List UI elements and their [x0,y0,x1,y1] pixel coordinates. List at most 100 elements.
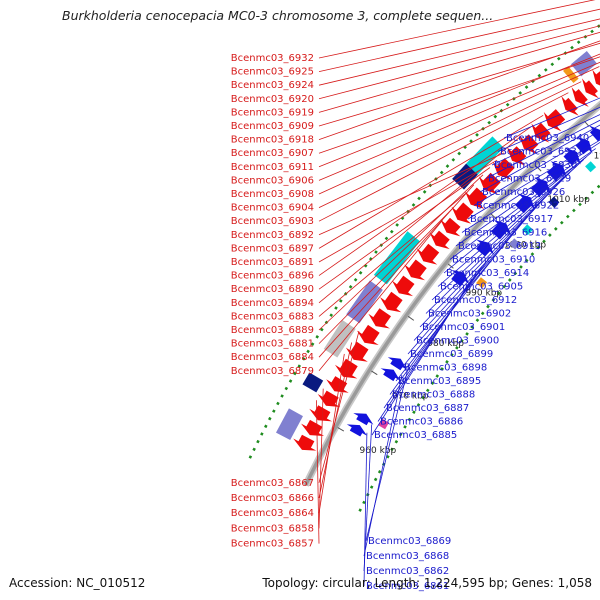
reverse-gene-arrow [589,125,600,142]
gene-label-forward: Bcenmc03_6879 [231,366,314,377]
label-leader-line [318,174,484,331]
label-leader-line [318,56,600,154]
outer-feature-block [346,280,383,324]
forward-gene-arrow [293,434,317,451]
label-leader-line [316,400,320,544]
label-leader-line [318,353,345,514]
label-leader-line [318,66,600,195]
tick-mark [447,263,454,269]
label-leader-line [318,207,454,344]
gene-label-forward: Bcenmc03_6884 [231,352,314,363]
label-leader-line [318,31,600,113]
gene-labels: Bcenmc03_6932 Bcenmc03_6925 Bcenmc03_6924 B… [231,0,600,592]
tick-mark [337,427,345,432]
gc-content-dots [358,183,600,512]
label-leader-line [318,342,352,499]
label-leader-line [461,141,600,233]
tick-mark [535,165,542,172]
gene-label-reverse: Bcenmc03_6901 [422,322,505,333]
topology-text: Topology: circular; Length: 1,224,595 bp… [262,576,592,590]
inner-feature-block [585,161,597,173]
forward-gene-arrow [317,390,341,407]
forward-gene-arrow [582,78,599,99]
gene-label-reverse: Bcenmc03_6861 [366,581,449,592]
gene-label-reverse: Bcenmc03_6929 [488,174,571,185]
outer-feature-block [323,320,356,358]
gene-label-reverse: Bcenmc03_6885 [374,430,457,441]
gene-label-forward: Bcenmc03_6918 [231,135,314,146]
outer-feature-block [570,51,597,77]
gene-label-forward: Bcenmc03_6920 [231,94,314,105]
label-leader-line [437,165,578,287]
outer-feature-block [466,136,504,175]
gene-label-reverse: Bcenmc03_6900 [416,336,499,347]
inner-feature-block [521,224,534,236]
label-leader-line [389,256,491,395]
label-leader-line [318,184,475,358]
gene-label-reverse: Bcenmc03_6922 [476,201,559,212]
label-leader-line [473,130,600,206]
gene-label-reverse: Bcenmc03_6905 [440,282,523,293]
forward-gene-arrow [451,202,474,224]
forward-gene-arrow [561,96,579,116]
label-leader-line [318,330,360,483]
gene-label-reverse: Bcenmc03_6887 [386,403,469,414]
forward-gene-arrow [309,405,333,422]
outer-feature-block [452,163,478,190]
accession-text: Accession: NC_010512 [9,576,146,590]
forward-gene-arrow [440,217,461,237]
gene-label-forward: Bcenmc03_6881 [231,339,314,350]
label-leader-line [318,126,532,276]
gene-label-forward: Bcenmc03_6894 [231,298,314,309]
gene-label-forward: Bcenmc03_6924 [231,80,314,91]
reverse-gene-arrow [380,368,401,382]
tick-mark [371,370,378,376]
inner-feature-track [378,152,600,430]
gene-label-forward: Bcenmc03_6907 [231,148,314,159]
forward-gene-arrow [326,376,349,393]
label-leader-line [318,220,443,372]
label-leader-line [318,388,324,529]
gene-label-reverse: Bcenmc03_6912 [434,295,517,306]
gene-label-forward: Bcenmc03_6890 [231,284,314,295]
label-leader-line [318,18,600,86]
tick-label: 1020 kbp [594,152,600,162]
label-leader-line [363,432,368,587]
forward-gene-arrow [465,187,488,209]
forward-gene-arrow [357,324,380,345]
label-leader-line [503,97,600,139]
gene-label-forward: Bcenmc03_6889 [231,325,314,336]
gene-label-reverse: Bcenmc03_6916 [464,228,547,239]
gene-label-forward: Bcenmc03_6932 [231,53,314,64]
label-leader-line [318,159,498,263]
label-leader-line [363,424,373,572]
gene-label-forward: Bcenmc03_6897 [231,243,314,254]
label-leader-line [318,42,600,127]
reverse-gene-arrow [353,413,374,426]
label-leader-line [479,124,600,193]
label-leader-line [318,167,491,290]
gene-label-reverse: Bcenmc03_6862 [366,566,449,577]
label-leader-line [491,114,600,166]
label-leader-line [395,215,528,382]
gene-label-forward: Bcenmc03_6911 [231,162,314,173]
label-leader-line [467,139,600,220]
inner-feature-block [476,277,488,289]
gene-label-reverse: Bcenmc03_6895 [398,376,481,387]
gene-label-forward: Bcenmc03_6891 [231,257,314,268]
reverse-gene-arrow [346,424,368,437]
tick-label: 970 kbp [392,392,429,402]
gene-label-forward: Bcenmc03_6896 [231,271,314,282]
gene-label-forward: Bcenmc03_6857 [231,539,314,550]
tick-mark [490,213,497,219]
gc-content-track [248,23,600,512]
forward-gene-arrow [519,134,539,154]
label-leader-line [318,92,569,222]
label-leader-line [443,152,592,274]
label-leader-line [318,53,600,168]
tick-label: 1010 kbp [547,195,590,205]
gene-label-reverse: Bcenmc03_6898 [404,363,487,374]
forward-gene-arrow [404,259,427,281]
